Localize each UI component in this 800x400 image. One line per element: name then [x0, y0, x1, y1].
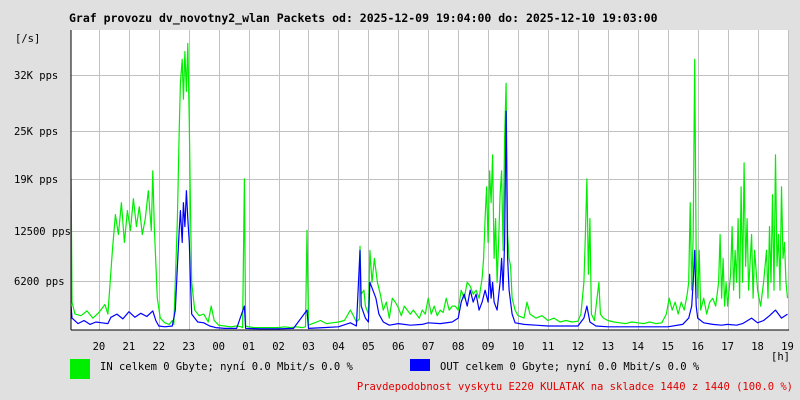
x-tick-label: 23 — [182, 341, 195, 353]
x-tick-label: 07 — [422, 341, 435, 353]
series-layer — [70, 42, 789, 330]
x-tick-label: 03 — [302, 341, 315, 353]
y-tick-label: 12500 pps — [14, 226, 71, 238]
x-tick-label: 14 — [631, 341, 644, 353]
y-axis-ticks: 6200 pps 12500 pps 19K pps 25K pps 32K pps — [14, 70, 71, 288]
footnote: Pravdepodobnost vyskytu E220 KULATAK na … — [357, 381, 793, 393]
x-tick-label: 08 — [452, 341, 465, 353]
x-tick-label: 15 — [661, 341, 674, 353]
series-out-line — [70, 110, 788, 330]
x-tick-label: 00 — [212, 341, 225, 353]
y-axis-unit-label: [/s] — [15, 33, 40, 45]
x-tick-label: 17 — [721, 341, 734, 353]
x-tick-label: 19 — [781, 341, 794, 353]
x-tick-label: 18 — [751, 341, 764, 353]
x-axis-ticks: 20 21 22 23 00 01 02 03 04 05 06 07 08 09 10 11 12 13 14 15… — [93, 341, 794, 353]
chart-title: Graf provozu dv_novotny2_wlan Packets od… — [69, 11, 658, 26]
y-tick-label: 32K pps — [14, 70, 58, 82]
y-tick-label: 19K pps — [14, 174, 58, 186]
y-tick-label: 25K pps — [14, 126, 58, 138]
x-tick-label: 11 — [542, 341, 555, 353]
x-tick-label: 21 — [123, 341, 136, 353]
x-tick-label: 09 — [482, 341, 495, 353]
legend-out-label: OUT celkem 0 Gbyte; nyní 0.0 Mbit/s 0.0 … — [440, 361, 700, 373]
plot-area — [70, 30, 789, 331]
x-axis-unit-label: [h] — [771, 351, 790, 363]
x-tick-label: 10 — [512, 341, 525, 353]
legend-in-swatch — [70, 359, 90, 379]
legend: IN celkem 0 Gbyte; nyní 0.0 Mbit/s 0.0 %… — [70, 359, 700, 379]
x-tick-label: 04 — [332, 341, 345, 353]
x-tick-label: 01 — [242, 341, 255, 353]
series-in-line — [70, 42, 789, 329]
legend-out-swatch — [410, 359, 430, 371]
x-tick-label: 12 — [572, 341, 585, 353]
x-tick-label: 22 — [152, 341, 165, 353]
x-tick-label: 20 — [93, 341, 106, 353]
y-tick-label: 6200 pps — [14, 276, 65, 288]
x-tick-label: 13 — [602, 341, 615, 353]
x-tick-label: 02 — [272, 341, 285, 353]
x-tick-label: 06 — [392, 341, 405, 353]
x-tick-label: 05 — [362, 341, 375, 353]
legend-in-label: IN celkem 0 Gbyte; nyní 0.0 Mbit/s 0.0 % — [100, 361, 354, 373]
x-tick-label: 16 — [691, 341, 704, 353]
